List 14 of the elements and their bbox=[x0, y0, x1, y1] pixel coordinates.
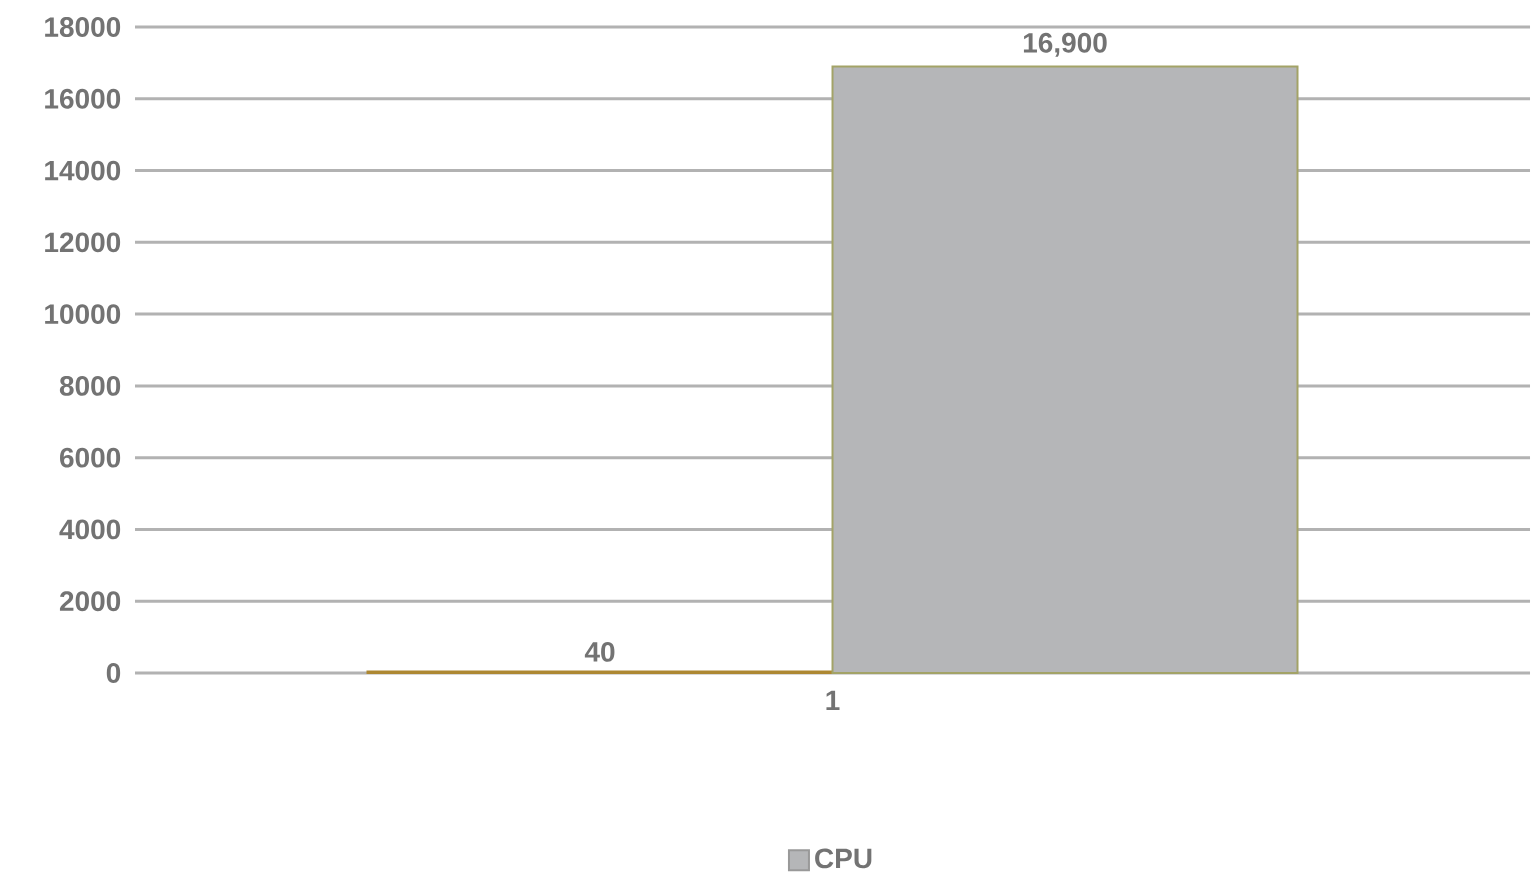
data-label: 40 bbox=[584, 642, 615, 662]
y-tick-label: 4000 bbox=[59, 519, 121, 540]
y-tick-label: 2000 bbox=[59, 591, 121, 612]
y-tick-label: 16000 bbox=[45, 88, 121, 109]
y-tick-label: 8000 bbox=[59, 375, 121, 396]
y-tick-label: 12000 bbox=[45, 232, 121, 253]
y-tick-label: 6000 bbox=[60, 447, 121, 468]
legend-label: CPU bbox=[815, 848, 872, 869]
data-label: 16,900 bbox=[1023, 32, 1107, 57]
y-tick-label: 18000 bbox=[45, 17, 121, 37]
y-tick-label: 14000 bbox=[45, 160, 121, 181]
y-tick-label: 10000 bbox=[45, 304, 121, 325]
x-tick-label: 1 bbox=[826, 690, 840, 710]
y-tick-label: 0 bbox=[106, 663, 121, 683]
